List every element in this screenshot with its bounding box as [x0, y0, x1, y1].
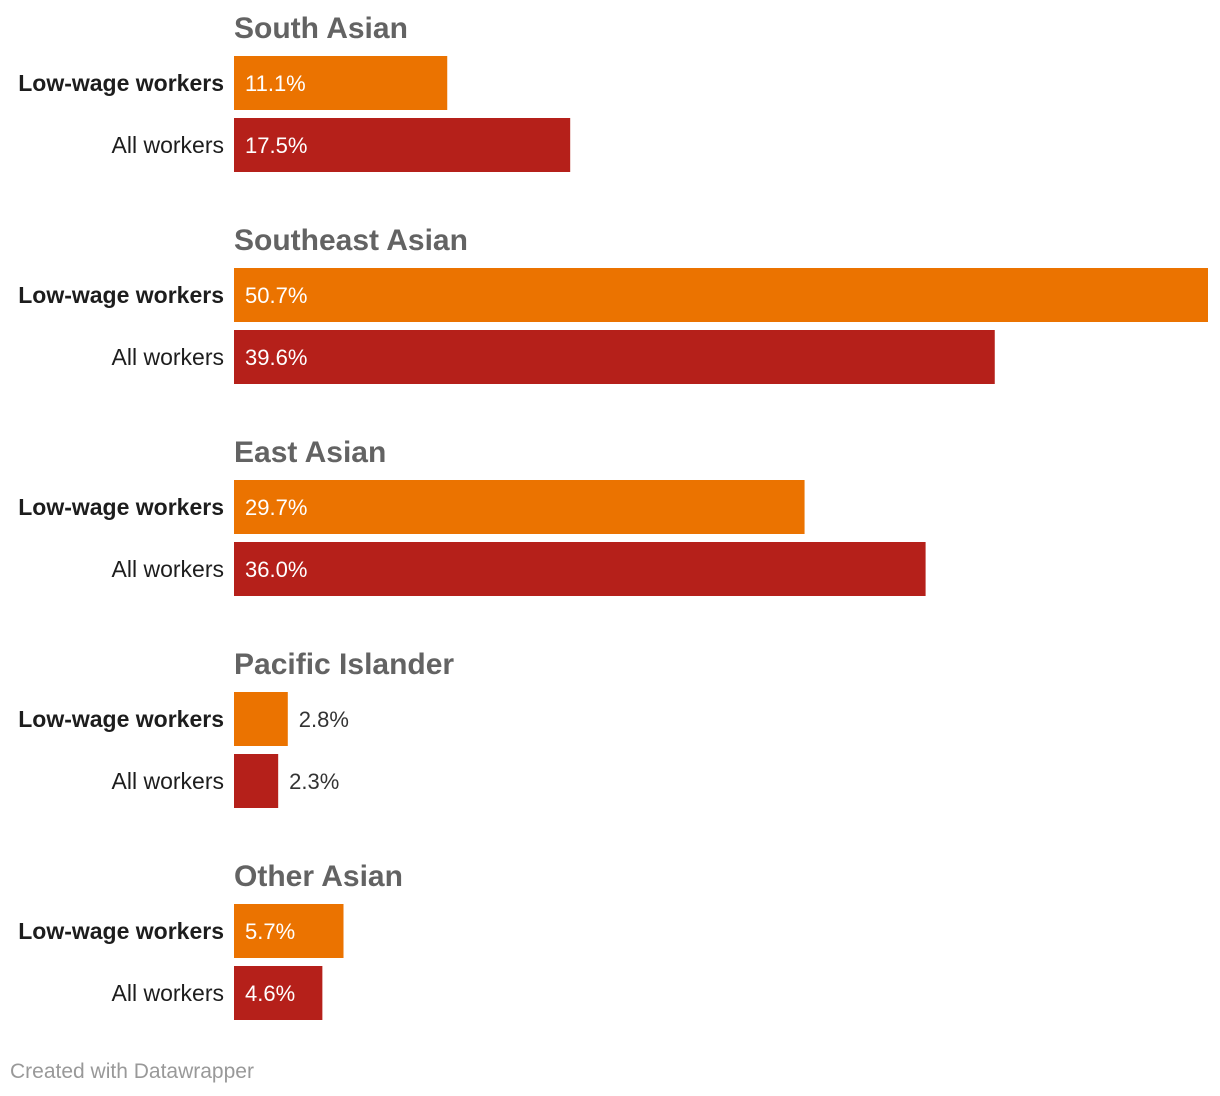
group-title: Other Asian [234, 860, 403, 893]
chart-group: Pacific Islander Low-wage workers 2.8% All … [18, 648, 454, 808]
bar [234, 480, 805, 534]
data-label: 4.6% [245, 981, 295, 1006]
bar [234, 330, 995, 384]
chart-group: Other Asian Low-wage workers 5.7% All worke… [18, 860, 403, 1020]
credit-text: Created with Datawrapper [10, 1060, 254, 1083]
bar [234, 542, 926, 596]
group-title: East Asian [234, 436, 386, 469]
chart-group: South Asian Low-wage workers 11.1% All work… [18, 12, 571, 172]
data-label: 2.8% [299, 707, 349, 732]
data-label: 2.3% [289, 769, 339, 794]
series-label: Low-wage workers [18, 706, 224, 732]
group-title: Pacific Islander [234, 648, 454, 681]
chart-group: Southeast Asian Low-wage workers 50.7% All … [18, 224, 1208, 384]
series-label: All workers [112, 344, 224, 370]
series-label: All workers [112, 980, 224, 1006]
series-label: Low-wage workers [18, 282, 224, 308]
data-label: 5.7% [245, 919, 295, 944]
data-label: 50.7% [245, 283, 307, 308]
series-label: All workers [112, 132, 224, 158]
series-label: All workers [112, 556, 224, 582]
series-label: Low-wage workers [18, 918, 224, 944]
bar [234, 904, 344, 958]
data-label: 29.7% [245, 495, 307, 520]
group-title: South Asian [234, 12, 408, 45]
data-label: 36.0% [245, 557, 307, 582]
bar [234, 268, 1208, 322]
chart-group: East Asian Low-wage workers 29.7% All worke… [18, 436, 926, 596]
series-label: All workers [112, 768, 224, 794]
bar [234, 754, 279, 808]
data-label: 17.5% [245, 133, 307, 158]
bar [234, 118, 571, 172]
series-label: Low-wage workers [18, 70, 224, 96]
bar [234, 966, 323, 1020]
data-label: 11.1% [245, 71, 306, 96]
bar [234, 692, 288, 746]
bar [234, 56, 448, 110]
group-title: Southeast Asian [234, 224, 468, 257]
series-label: Low-wage workers [18, 494, 224, 520]
data-label: 39.6% [245, 345, 307, 370]
